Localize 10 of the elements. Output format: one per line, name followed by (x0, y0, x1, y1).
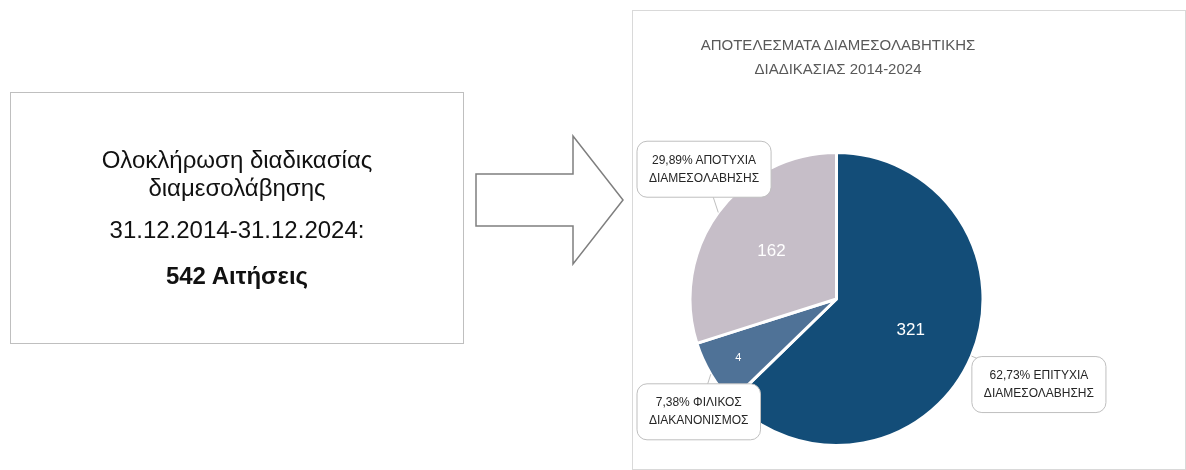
slice-label: 29,89% ΑΠΟΤΥΧΙΑ ΔΙΑΜΕΣΟΛΑΒΗΣΗΣ (648, 152, 760, 185)
text: 162 (757, 241, 786, 261)
text: 31.12.2014-31.12.2024: (108, 216, 366, 244)
slice-label: 7,38% ΦΙΛΙΚΟΣ ΔΙΑΚΑΝΟΝΙΣΜΟΣ (649, 395, 749, 428)
text: 542 Αιτήσεις (164, 262, 310, 290)
slice-label: 62,73% ΕΠΙΤΥΧΙΑ ΔΙΑΜΕΣΟΛΑΒΗΣΗΣ (983, 367, 1094, 400)
text: 321 (896, 320, 925, 340)
chart-title: ΑΠΟΤΕΛΕΣΜΑΤΑ ΔΙΑΜΕΣΟΛΑΒΗΤΙΚΗΣ ΔΙΑΔΙΚΑΣΙΑΣ 2014-2024 (699, 35, 977, 79)
text: Ολοκλήρωση διαδικασίας διαμεσολάβησης (100, 146, 374, 202)
text: 4 (735, 350, 742, 363)
